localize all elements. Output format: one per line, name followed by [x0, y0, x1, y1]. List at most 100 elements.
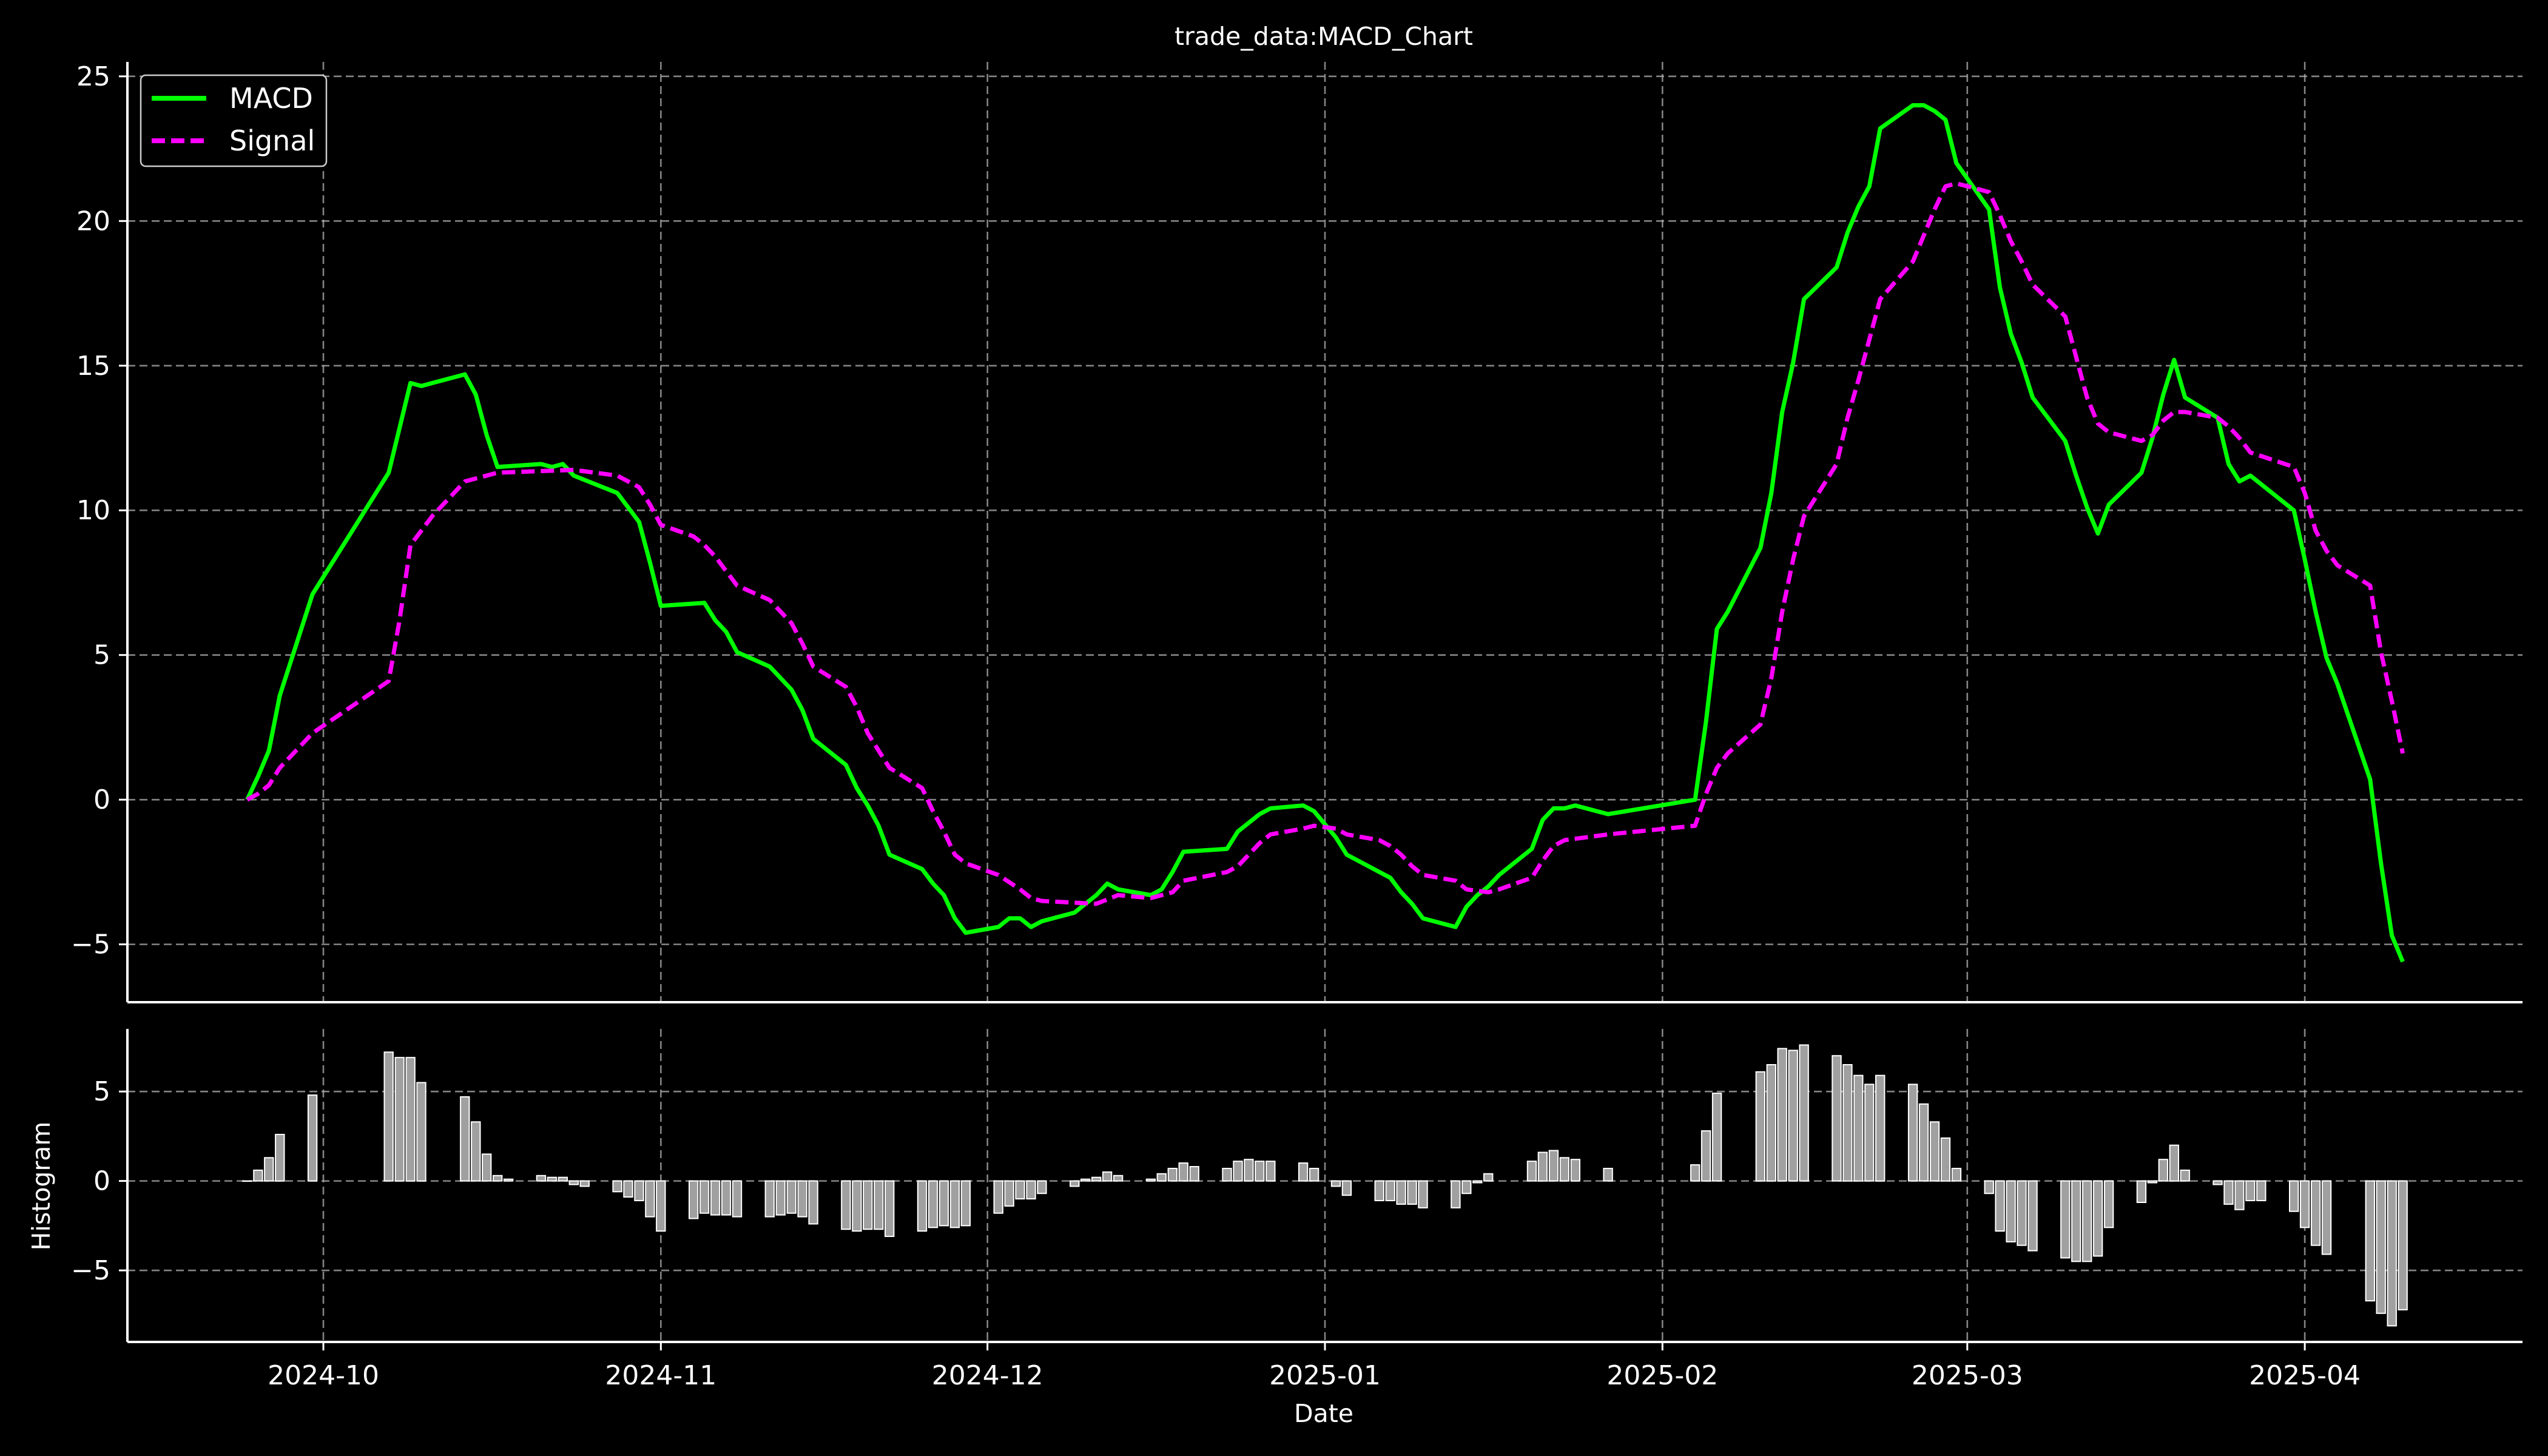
histogram-bar [2289, 1180, 2299, 1212]
histogram-bar [579, 1180, 590, 1187]
main-y-tick-label: 25 [76, 61, 110, 92]
histogram-bar [2398, 1180, 2408, 1310]
histogram-bar [1766, 1064, 1777, 1182]
x-tick-label: 2024-12 [932, 1360, 1043, 1391]
histogram-bar [2387, 1180, 2397, 1327]
histogram-bar [2365, 1180, 2376, 1302]
legend-signal-label: Signal [229, 124, 315, 157]
histogram-bar [416, 1082, 426, 1182]
histogram-y-axis: −5 0 5 [71, 1076, 127, 1286]
histogram-bar [699, 1180, 710, 1214]
histogram-bar [1080, 1178, 1091, 1182]
histogram-bar [2376, 1180, 2386, 1314]
x-tick-label: 2025-02 [1606, 1360, 1718, 1391]
histogram-bar [1102, 1171, 1113, 1182]
histogram-y-tick-label: 0 [93, 1166, 110, 1197]
histogram-bar [1711, 1093, 1722, 1182]
histogram-bar [656, 1180, 666, 1232]
histogram-bar [623, 1180, 633, 1198]
histogram-bar [1407, 1180, 1417, 1205]
histogram-bar [1788, 1050, 1798, 1182]
histogram-bar [1842, 1064, 1853, 1182]
histogram-bar [568, 1180, 579, 1185]
histogram-bar [645, 1180, 655, 1218]
histogram-bar [1559, 1157, 1570, 1182]
histogram-bar [1374, 1180, 1384, 1201]
histogram-bar [1472, 1180, 1483, 1184]
histogram-bar [1548, 1150, 1559, 1182]
histogram-bar [2234, 1180, 2245, 1210]
histogram-bar [2169, 1144, 2180, 1182]
histogram-bar [547, 1176, 558, 1182]
main-y-tick-label: 10 [76, 495, 110, 526]
main-y-tick-label: −5 [71, 929, 110, 960]
histogram-bar [1537, 1151, 1548, 1182]
histogram-bar [1396, 1180, 1406, 1205]
histogram-bar [1244, 1159, 1254, 1182]
histogram-bar [1929, 1121, 1940, 1182]
histogram-grid [127, 1029, 2523, 1342]
histogram-bar [2027, 1180, 2038, 1252]
main-y-tick-label: 5 [93, 640, 110, 671]
histogram-bar [993, 1180, 1003, 1214]
histogram-bar [2103, 1180, 2114, 1228]
histogram-bar [1015, 1180, 1025, 1200]
x-tick-label: 2025-03 [1912, 1360, 2023, 1391]
histogram-bar [2136, 1180, 2147, 1203]
histogram-bar [242, 1180, 252, 1182]
histogram-bar [949, 1180, 960, 1228]
histogram-bar [786, 1180, 797, 1214]
macd-line [245, 103, 2405, 963]
histogram-bar [1570, 1159, 1581, 1182]
histogram-bar [2310, 1180, 2321, 1246]
histogram-bar [2245, 1180, 2256, 1201]
main-series [245, 103, 2405, 963]
histogram-bar [1907, 1084, 1918, 1182]
histogram-bar [1526, 1161, 1537, 1182]
histogram-bar [1690, 1164, 1700, 1182]
histogram-bar [1700, 1130, 1711, 1182]
histogram-bar [2006, 1180, 2016, 1242]
histogram-bar [1940, 1137, 1951, 1182]
histogram-bar [493, 1175, 503, 1182]
x-axis: 2024-10 2024-11 2024-12 2025-01 2025-02 2025-… [268, 1342, 2361, 1391]
x-axis-label: Date [1294, 1399, 1353, 1428]
histogram-bar [732, 1180, 743, 1218]
histogram-bar [471, 1121, 481, 1182]
histogram-bar [2147, 1180, 2158, 1184]
histogram-bar [1341, 1180, 1352, 1196]
histogram-bar [383, 1051, 394, 1182]
histogram-bar [2071, 1180, 2081, 1262]
histogram-bar [460, 1096, 470, 1182]
histogram-bar [1156, 1173, 1167, 1182]
histogram-bar [1984, 1180, 1994, 1195]
histogram-bar [689, 1180, 699, 1219]
histogram-y-tick-label: 5 [93, 1076, 110, 1107]
histogram-bar [1461, 1180, 1472, 1195]
histogram-bar [775, 1180, 786, 1216]
histogram-bar [1309, 1168, 1320, 1182]
histogram-bar [558, 1176, 568, 1182]
histogram-bar [1298, 1162, 1309, 1182]
histogram-bar [1451, 1180, 1461, 1208]
histogram-bar [710, 1180, 721, 1216]
main-y-tick-label: 0 [93, 784, 110, 815]
signal-line [246, 181, 2405, 906]
histogram-bar [764, 1180, 775, 1218]
histogram-y-tick-label: −5 [71, 1255, 110, 1286]
histogram-bar [253, 1169, 263, 1182]
histogram-bar [1330, 1180, 1341, 1187]
histogram-bars [242, 1044, 2408, 1327]
histogram-bar [1255, 1161, 1265, 1182]
histogram-bar [2060, 1180, 2071, 1259]
histogram-bar [1037, 1180, 1047, 1195]
histogram-bar [405, 1057, 416, 1182]
histogram-bar [2213, 1180, 2223, 1185]
histogram-bar [2017, 1180, 2027, 1246]
histogram-bar [1875, 1074, 1886, 1182]
histogram-bar [928, 1180, 939, 1228]
histogram-bar [1233, 1161, 1243, 1182]
histogram-bar [612, 1180, 622, 1193]
